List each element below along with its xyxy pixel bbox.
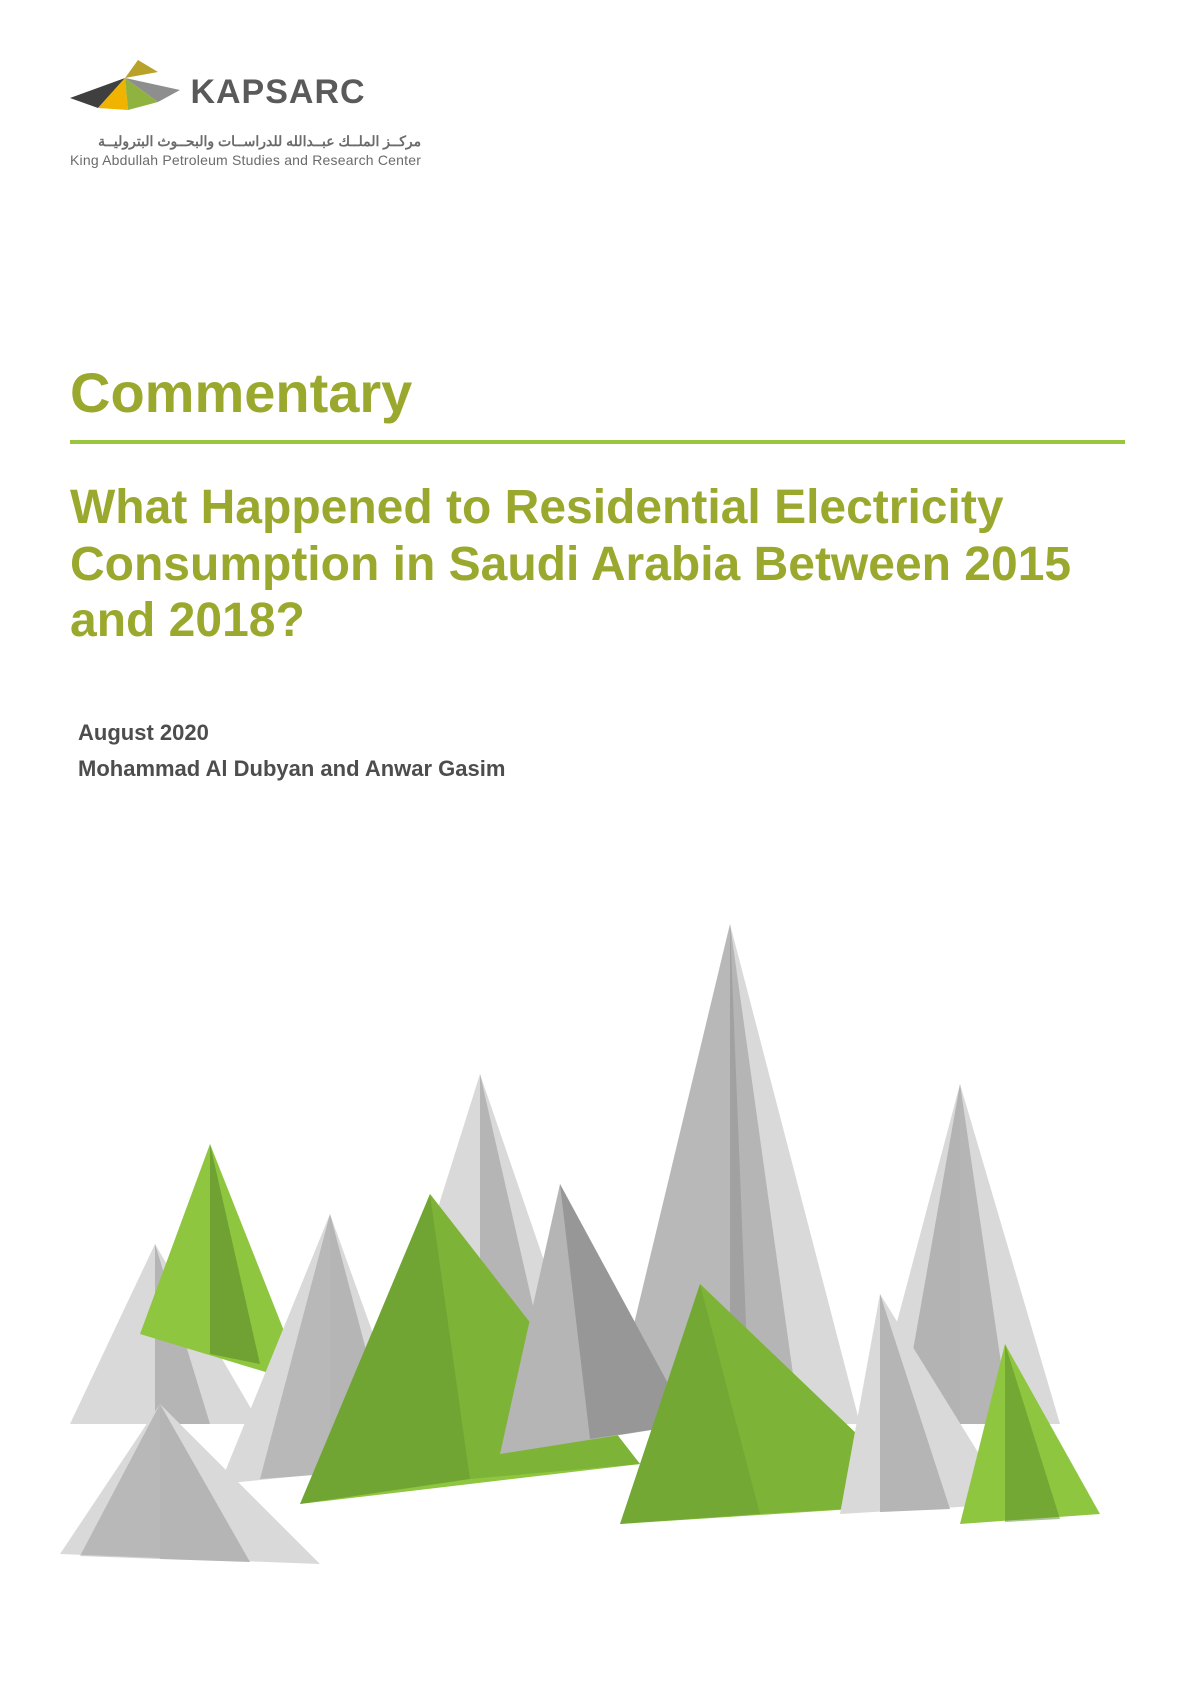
shard-foreground-gray-low-left-dark bbox=[80, 1404, 160, 1559]
org-name-arabic: مركــز الملــك عبــدالله للدراســات والب… bbox=[70, 133, 421, 150]
section-label: Commentary bbox=[70, 360, 412, 425]
org-logo: KAPSARC مركــز الملــك عبــدالله للدراسـ… bbox=[70, 60, 421, 168]
publication-date: August 2020 bbox=[78, 720, 209, 746]
org-name-english: King Abdullah Petroleum Studies and Rese… bbox=[70, 152, 421, 168]
logo-wordmark: KAPSARC bbox=[190, 73, 365, 112]
cover-artwork bbox=[0, 864, 1191, 1644]
document-title: What Happened to Residential Electricity… bbox=[70, 480, 1130, 650]
section-rule bbox=[70, 440, 1125, 444]
authors: Mohammad Al Dubyan and Anwar Gasim bbox=[78, 756, 505, 782]
logo-mark bbox=[70, 60, 180, 125]
page: KAPSARC مركــز الملــك عبــدالله للدراسـ… bbox=[0, 0, 1191, 1684]
